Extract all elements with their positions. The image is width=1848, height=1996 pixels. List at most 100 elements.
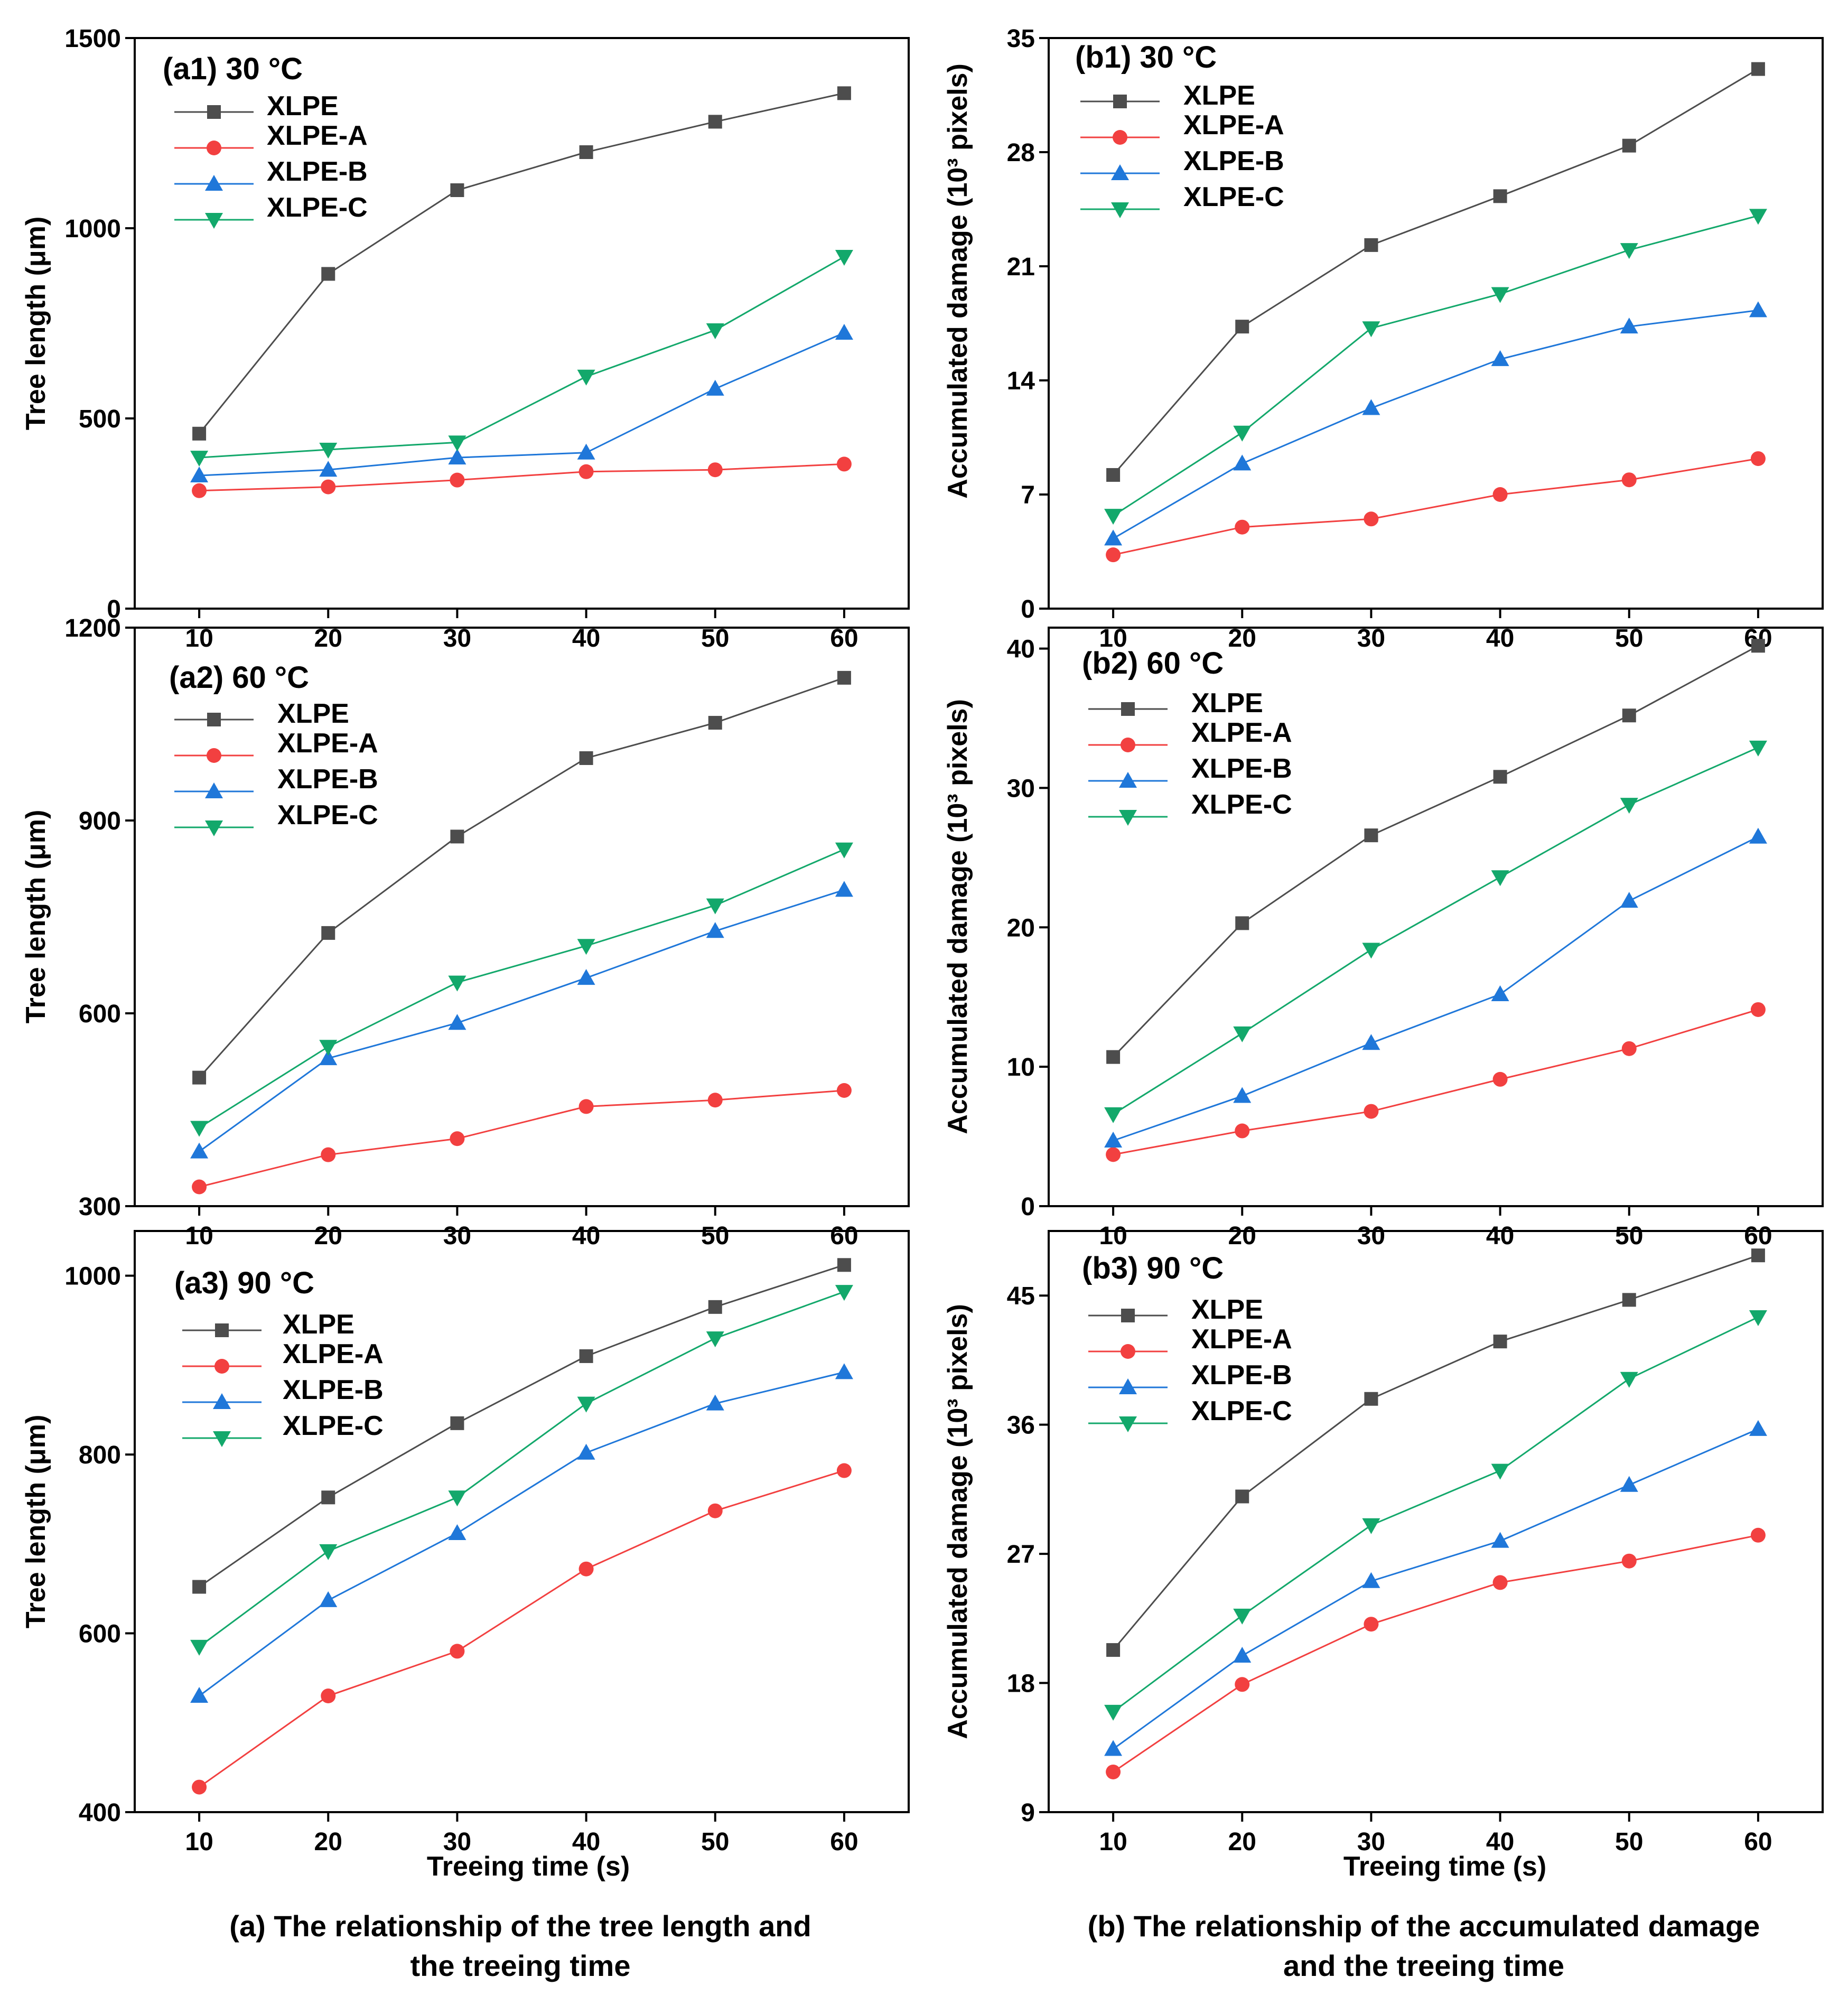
x-tick-label: 40 [572, 1222, 600, 1250]
series-line-xlpe [198, 677, 845, 1078]
series-line-xlpe-b [1113, 309, 1759, 539]
panel-b3-xlabel: Treeing time (s) [1343, 1851, 1546, 1882]
panel-a3-series [190, 1258, 853, 1795]
data-point-xlpe [1364, 1392, 1378, 1406]
data-point-xlpe [1106, 468, 1121, 482]
data-point-xlpe [1106, 1643, 1121, 1657]
data-point-xlpe-a [707, 1093, 723, 1108]
data-point-xlpe-c [835, 842, 853, 859]
y-tick-label: 45 [1007, 1282, 1035, 1310]
data-point-xlpe-b [448, 1524, 466, 1540]
y-tick-label: 14 [1007, 367, 1035, 395]
data-point-xlpe-b [1104, 529, 1123, 546]
series-line-xlpe-c [1113, 1316, 1759, 1713]
data-point-xlpe-a [321, 1689, 336, 1703]
legend-label-xlpe-c: XLPE-C [277, 800, 378, 831]
data-point-xlpe [708, 716, 722, 730]
panel-b1-series [1104, 62, 1767, 563]
x-tick-label: 50 [1615, 1828, 1643, 1856]
series-line-xlpe-c [199, 848, 845, 1128]
data-point-xlpe-b [190, 1142, 209, 1159]
data-point-xlpe [579, 145, 593, 159]
data-point-xlpe-c [1362, 943, 1380, 959]
x-tick-label: 20 [314, 1222, 342, 1250]
data-point-xlpe [321, 1490, 335, 1505]
series-line-xlpe-c [199, 1291, 845, 1648]
x-tick-label: 40 [1486, 1222, 1514, 1250]
data-point-xlpe-a [1750, 451, 1766, 467]
data-point-xlpe-b [448, 1014, 466, 1030]
x-tick-label: 30 [443, 624, 471, 652]
panel-b2-x-axis: 10 20 30 40 50 60 [1099, 1206, 1772, 1250]
panel-b1-title: (b1) 30 °C [1075, 40, 1217, 74]
panel-a3-frame [134, 1230, 910, 1813]
legend-label-xlpe-a: XLPE-A [277, 728, 378, 759]
legend-marker-xlpe-c [1119, 1416, 1137, 1432]
legend-label-xlpe-b: XLPE-B [267, 156, 368, 187]
panel-b1-ylabel: Accumulated damage (10³ pixels) [942, 63, 973, 499]
x-tick-label: 30 [1357, 624, 1385, 652]
panel-b2-frame [1048, 627, 1824, 1207]
panel-a1-ylabel: Tree length (μm) [21, 217, 51, 431]
data-point-xlpe-b [1749, 827, 1767, 844]
legend-marker-xlpe-b [205, 782, 223, 798]
panel-b2: 0 10 20 30 40 10 20 30 40 50 60 (b2) 60 °C Accumu… [942, 627, 1824, 1250]
panel-a1-title: (a1) 30 °C [163, 52, 303, 86]
legend-marker-xlpe-c [1119, 810, 1137, 826]
data-point-xlpe-c [448, 975, 466, 992]
panel-b2-ylabel: Accumulated damage (10³ pixels) [942, 699, 973, 1134]
legend-marker-xlpe-b [1111, 164, 1129, 180]
data-point-xlpe-a [578, 1099, 594, 1114]
x-tick-label: 20 [1228, 1828, 1256, 1856]
data-point-xlpe [1235, 916, 1249, 930]
x-tick-label: 10 [185, 624, 213, 652]
legend-marker-xlpe-a [207, 141, 221, 155]
x-tick-label: 50 [701, 1222, 729, 1250]
data-point-xlpe-c [190, 1121, 209, 1137]
legend-label-xlpe-a: XLPE-A [267, 120, 368, 151]
legend-label-xlpe-b: XLPE-B [1183, 146, 1284, 176]
data-point-xlpe-a [1492, 487, 1508, 502]
y-tick-label: 600 [79, 1000, 121, 1028]
data-point-xlpe-b [190, 467, 209, 482]
x-tick-label: 50 [701, 1828, 729, 1856]
x-tick-label: 20 [1228, 624, 1256, 652]
panel-a2-x-axis: 10 20 30 40 50 60 [185, 1206, 858, 1250]
data-point-xlpe [1622, 708, 1636, 723]
y-tick-label: 21 [1007, 253, 1035, 281]
data-point-xlpe-b [1620, 318, 1638, 334]
data-point-xlpe-c [577, 1396, 595, 1413]
legend-label-xlpe-a: XLPE-A [1191, 1324, 1292, 1355]
panel-b1-y-axis: 0 7 14 21 28 35 [1007, 25, 1049, 623]
legend-marker-xlpe [215, 1323, 229, 1337]
panel-a3-title: (a3) 90 °C [174, 1266, 314, 1300]
legend-label-xlpe-a: XLPE-A [1183, 110, 1284, 141]
data-point-xlpe-b [577, 969, 595, 985]
legend-marker-xlpe-c [205, 213, 223, 229]
data-point-xlpe-c [319, 1544, 338, 1560]
data-point-xlpe-a [450, 472, 465, 488]
data-point-xlpe-a [836, 1083, 852, 1098]
series-line-xlpe-a [199, 1470, 845, 1788]
data-point-xlpe-c [319, 443, 338, 459]
data-point-xlpe [321, 267, 335, 281]
panel-b3-ylabel: Accumulated damage (10³ pixels) [942, 1304, 973, 1739]
data-point-xlpe-a [192, 1779, 207, 1795]
x-tick-label: 20 [314, 1828, 342, 1856]
data-point-xlpe-c [1491, 287, 1509, 303]
data-point-xlpe-a [450, 1644, 465, 1659]
data-point-xlpe-a [1621, 472, 1637, 488]
caption-b-line1: (b) The relationship of the accumulated … [1088, 1909, 1760, 1943]
data-point-xlpe [1751, 1248, 1765, 1263]
data-point-xlpe [1622, 138, 1636, 153]
data-point-xlpe-a [1235, 1677, 1250, 1692]
data-point-xlpe-a [1106, 1147, 1121, 1162]
data-point-xlpe [192, 426, 207, 441]
series-line-xlpe [1113, 645, 1759, 1058]
data-point-xlpe-b [577, 443, 595, 460]
panel-b3-y-axis: 9 18 27 36 45 [1007, 1282, 1049, 1827]
panel-a1-frame [134, 37, 910, 610]
y-tick-label: 400 [79, 1799, 121, 1827]
data-point-xlpe-c [1620, 1372, 1638, 1388]
